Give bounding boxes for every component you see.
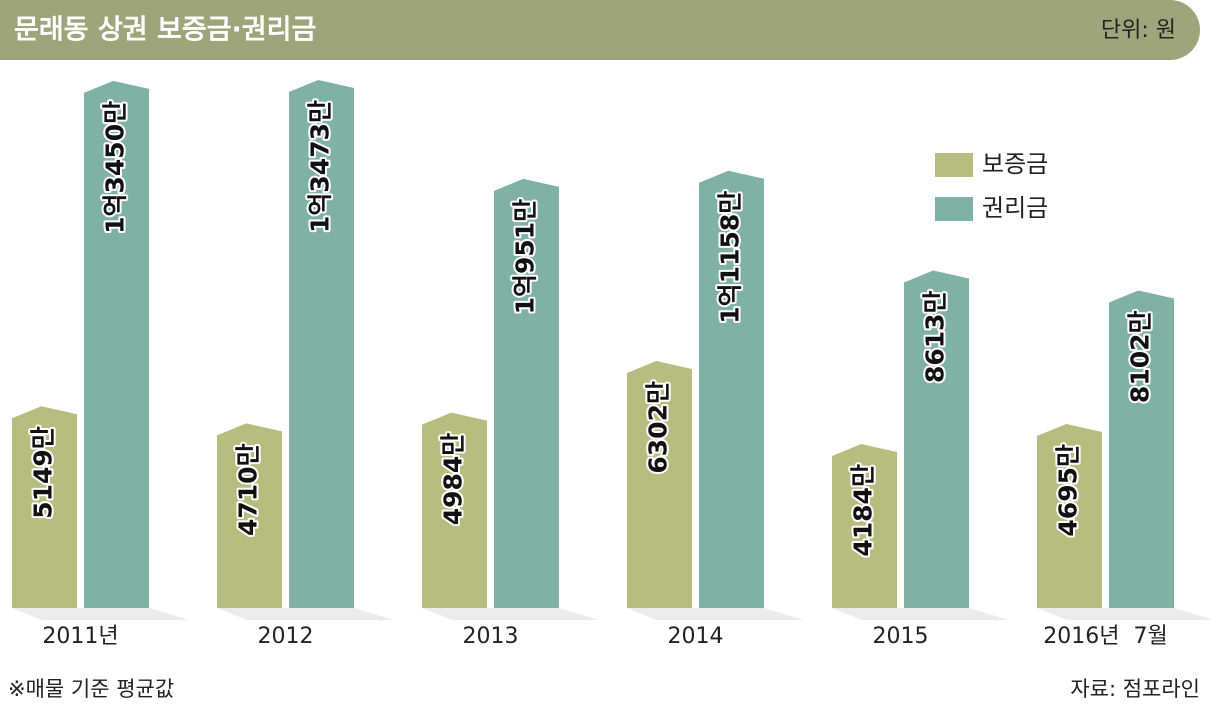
bar <box>699 170 764 608</box>
value-label: 6302만 <box>644 381 673 474</box>
value-label: 1억951만 <box>511 199 540 315</box>
footnote: ※매물 기준 평균값 <box>8 677 174 701</box>
shadow <box>832 608 1009 620</box>
bar <box>494 178 559 609</box>
shadow <box>217 608 394 620</box>
shadow <box>1037 608 1211 620</box>
value-label: 4984만 <box>439 433 468 526</box>
value-label: 1억3473만 <box>306 100 335 233</box>
bar <box>1109 290 1174 608</box>
x-tick-label: 2015 <box>873 624 929 649</box>
value-label: 4710만 <box>234 443 263 536</box>
bar <box>832 444 897 608</box>
value-label: 1억3450만 <box>101 101 130 234</box>
legend-label: 보증금 <box>982 150 1048 178</box>
bar <box>217 423 282 608</box>
value-label: 4695만 <box>1054 444 1083 537</box>
x-tick-label: 2016년 7월 <box>1043 624 1167 649</box>
bar <box>12 406 77 608</box>
bar <box>1037 424 1102 608</box>
bar <box>904 270 969 608</box>
shadow <box>12 608 189 620</box>
value-label: 4184만 <box>849 464 878 557</box>
chart-title: 문래동 상권 보증금·권리금 <box>14 15 316 46</box>
bar <box>627 361 692 608</box>
x-tick-label: 2014 <box>668 624 724 649</box>
legend-swatch <box>935 153 973 177</box>
legend-swatch <box>935 197 973 221</box>
value-label: 5149만 <box>29 426 58 519</box>
bar <box>84 80 149 608</box>
bar <box>422 412 487 608</box>
legend-label: 권리금 <box>982 194 1048 222</box>
shadow <box>627 608 804 620</box>
header-bar <box>0 0 1200 60</box>
x-tick-label: 2011년 <box>42 624 118 649</box>
value-label: 8613만 <box>921 290 950 383</box>
x-tick-label: 2013 <box>463 624 519 649</box>
unit-note: 단위: 원 <box>1101 18 1176 43</box>
source: 자료: 점포라인 <box>1070 677 1200 701</box>
value-label: 8102만 <box>1126 310 1155 403</box>
value-label: 1억1158만 <box>716 191 745 324</box>
x-tick-label: 2012 <box>258 624 314 649</box>
shadow <box>422 608 599 620</box>
bar <box>289 80 354 608</box>
